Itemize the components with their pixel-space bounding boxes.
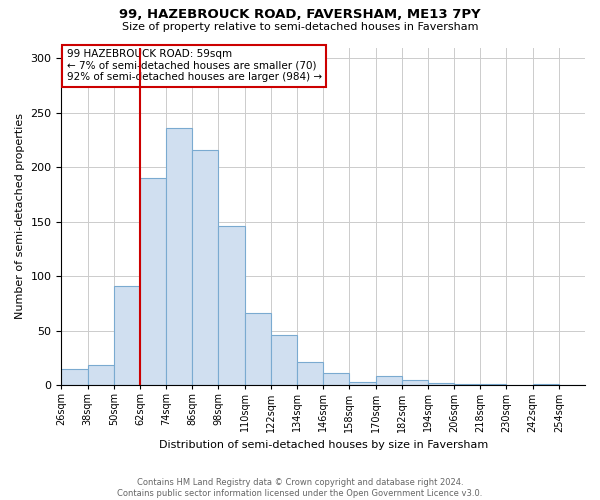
Bar [166, 128, 193, 386]
Bar [480, 384, 506, 386]
Text: 99, HAZEBROUCK ROAD, FAVERSHAM, ME13 7PY: 99, HAZEBROUCK ROAD, FAVERSHAM, ME13 7PY [119, 8, 481, 20]
Bar [297, 362, 323, 386]
Bar [61, 369, 88, 386]
Bar [140, 178, 166, 386]
Bar [271, 335, 297, 386]
Bar [218, 226, 245, 386]
Bar [245, 314, 271, 386]
Bar [114, 286, 140, 386]
Text: Contains HM Land Registry data © Crown copyright and database right 2024.
Contai: Contains HM Land Registry data © Crown c… [118, 478, 482, 498]
Bar [349, 382, 376, 386]
Bar [323, 374, 349, 386]
Text: 99 HAZEBROUCK ROAD: 59sqm
← 7% of semi-detached houses are smaller (70)
92% of s: 99 HAZEBROUCK ROAD: 59sqm ← 7% of semi-d… [67, 49, 322, 82]
Text: Size of property relative to semi-detached houses in Faversham: Size of property relative to semi-detach… [122, 22, 478, 32]
Bar [88, 364, 114, 386]
Bar [428, 383, 454, 386]
Bar [402, 380, 428, 386]
Bar [533, 384, 559, 386]
Y-axis label: Number of semi-detached properties: Number of semi-detached properties [15, 114, 25, 320]
Bar [376, 376, 402, 386]
Bar [193, 150, 218, 386]
Bar [454, 384, 480, 386]
X-axis label: Distribution of semi-detached houses by size in Faversham: Distribution of semi-detached houses by … [158, 440, 488, 450]
